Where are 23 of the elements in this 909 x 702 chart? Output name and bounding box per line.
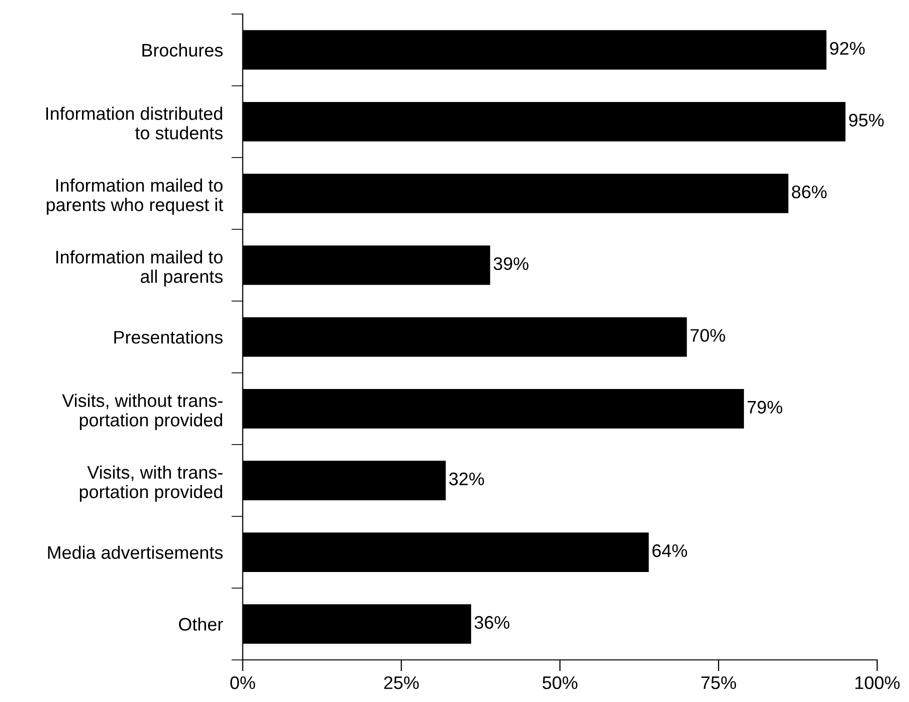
y-tick-label: Presentations bbox=[114, 330, 223, 344]
data-label: 70% bbox=[690, 329, 726, 342]
y-tick-label: Visits, with trans- portation provided bbox=[80, 466, 222, 502]
data-label: 39% bbox=[494, 257, 528, 270]
y-tick-label: Visits, without trans- portation provided bbox=[62, 394, 222, 430]
data-label: 64% bbox=[652, 544, 688, 558]
data-label: 92% bbox=[830, 42, 865, 55]
x-tick-label: 75% bbox=[701, 676, 736, 690]
y-tick-label: Brochures bbox=[142, 43, 223, 57]
x-tick-label: 100% bbox=[855, 676, 900, 690]
y-tick-label: Other bbox=[178, 617, 223, 631]
y-tick-label: Information mailed to parents who request it bbox=[46, 178, 224, 215]
data-label: 95% bbox=[849, 114, 884, 127]
data-label: 32% bbox=[449, 472, 484, 486]
x-tick-label: 25% bbox=[384, 676, 419, 690]
data-label: 36% bbox=[474, 616, 510, 629]
y-tick-label: Information mailed to all parents bbox=[56, 250, 223, 287]
y-tick-label: Information distributed to students bbox=[46, 106, 223, 140]
y-tick-label: Media advertisements bbox=[48, 546, 223, 559]
x-tick-label: 50% bbox=[542, 676, 578, 690]
data-label: 79% bbox=[748, 400, 782, 414]
x-tick-label: 0% bbox=[230, 676, 256, 690]
data-label: 86% bbox=[792, 186, 827, 198]
